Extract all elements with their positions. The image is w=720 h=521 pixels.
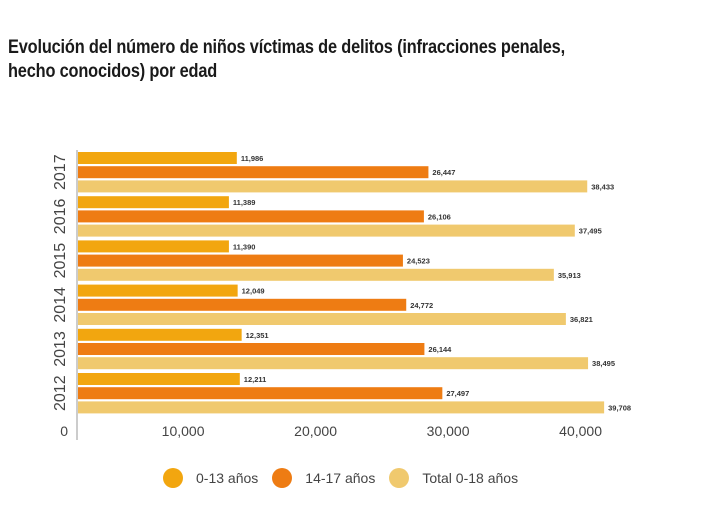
bar-2014-series-1 <box>78 298 407 311</box>
data-label-2017-series-0: 11,986 <box>241 154 264 163</box>
bar-2015-series-2 <box>78 268 554 281</box>
bar-2014-series-0 <box>78 284 238 297</box>
bar-2017-series-0 <box>78 152 237 164</box>
x-tick-label-0: 0 <box>60 423 68 439</box>
data-label-2016-series-1: 26,106 <box>428 212 451 221</box>
x-tick-label-30000: 30,000 <box>427 423 470 439</box>
legend-label-0-13: 0-13 años <box>196 470 259 486</box>
legend-label-14-17: 14-17 años <box>305 470 376 486</box>
bar-2012-series-2 <box>78 401 605 414</box>
bar-2016-series-0 <box>78 196 229 209</box>
y-tick-label-2014: 2014 <box>52 287 69 323</box>
bar-2015-series-0 <box>78 240 229 253</box>
y-tick-label-2012: 2012 <box>52 375 69 411</box>
data-label-2014-series-0: 12,049 <box>242 287 265 296</box>
bar-2013-series-2 <box>78 357 589 370</box>
bar-2017-series-2 <box>78 180 588 193</box>
data-label-2017-series-2: 38,433 <box>591 182 614 191</box>
x-tick-label-10000: 10,000 <box>162 423 205 439</box>
legend-dot-14-17 <box>272 468 293 488</box>
legend-item-total: Total 0-18 años <box>389 468 518 488</box>
legend-label-total: Total 0-18 años <box>422 470 519 486</box>
data-label-2014-series-2: 36,821 <box>570 315 593 324</box>
x-tick-label-20000: 20,000 <box>294 423 337 439</box>
data-label-2016-series-2: 37,495 <box>579 227 602 236</box>
chart-title: Evolución del número de niños víctimas d… <box>8 37 565 82</box>
legend-item-14-17: 14-17 años <box>272 468 375 488</box>
data-label-2016-series-0: 11,389 <box>233 198 256 207</box>
x-tick-label-40000: 40,000 <box>559 423 602 439</box>
bar-2013-series-1 <box>78 343 425 355</box>
data-label-2015-series-2: 35,913 <box>558 271 581 280</box>
y-tick-label-2017: 2017 <box>52 154 69 190</box>
bar-2015-series-1 <box>78 254 403 267</box>
data-label-2013-series-2: 38,495 <box>592 359 615 368</box>
data-label-2012-series-0: 12,211 <box>244 375 267 384</box>
bar-2013-series-0 <box>78 328 242 341</box>
legend-dot-total <box>389 468 410 488</box>
bar-2016-series-2 <box>78 224 575 237</box>
bar-2012-series-1 <box>78 387 443 400</box>
legend-item-0-13: 0-13 años <box>163 468 258 488</box>
bar-2012-series-0 <box>78 373 240 385</box>
bar-2017-series-1 <box>78 166 429 179</box>
y-tick-label-2013: 2013 <box>52 331 69 367</box>
data-label-2012-series-2: 39,708 <box>608 403 631 412</box>
data-label-2013-series-0: 12,351 <box>246 331 269 340</box>
data-label-2014-series-1: 24,772 <box>410 301 433 310</box>
data-label-2013-series-1: 26,144 <box>428 345 452 354</box>
data-label-2015-series-1: 24,523 <box>407 257 430 266</box>
legend-dot-0-13 <box>163 468 183 488</box>
data-label-2015-series-0: 11,390 <box>233 242 256 251</box>
bar-2014-series-2 <box>78 313 566 325</box>
bar-2016-series-1 <box>78 210 424 223</box>
y-tick-label-2015: 2015 <box>52 243 69 279</box>
data-label-2012-series-1: 27,497 <box>446 389 469 398</box>
legend: 0-13 años 14-17 años Total 0-18 años <box>163 468 532 488</box>
y-tick-label-2016: 2016 <box>52 199 69 235</box>
data-label-2017-series-1: 26,447 <box>432 168 455 177</box>
